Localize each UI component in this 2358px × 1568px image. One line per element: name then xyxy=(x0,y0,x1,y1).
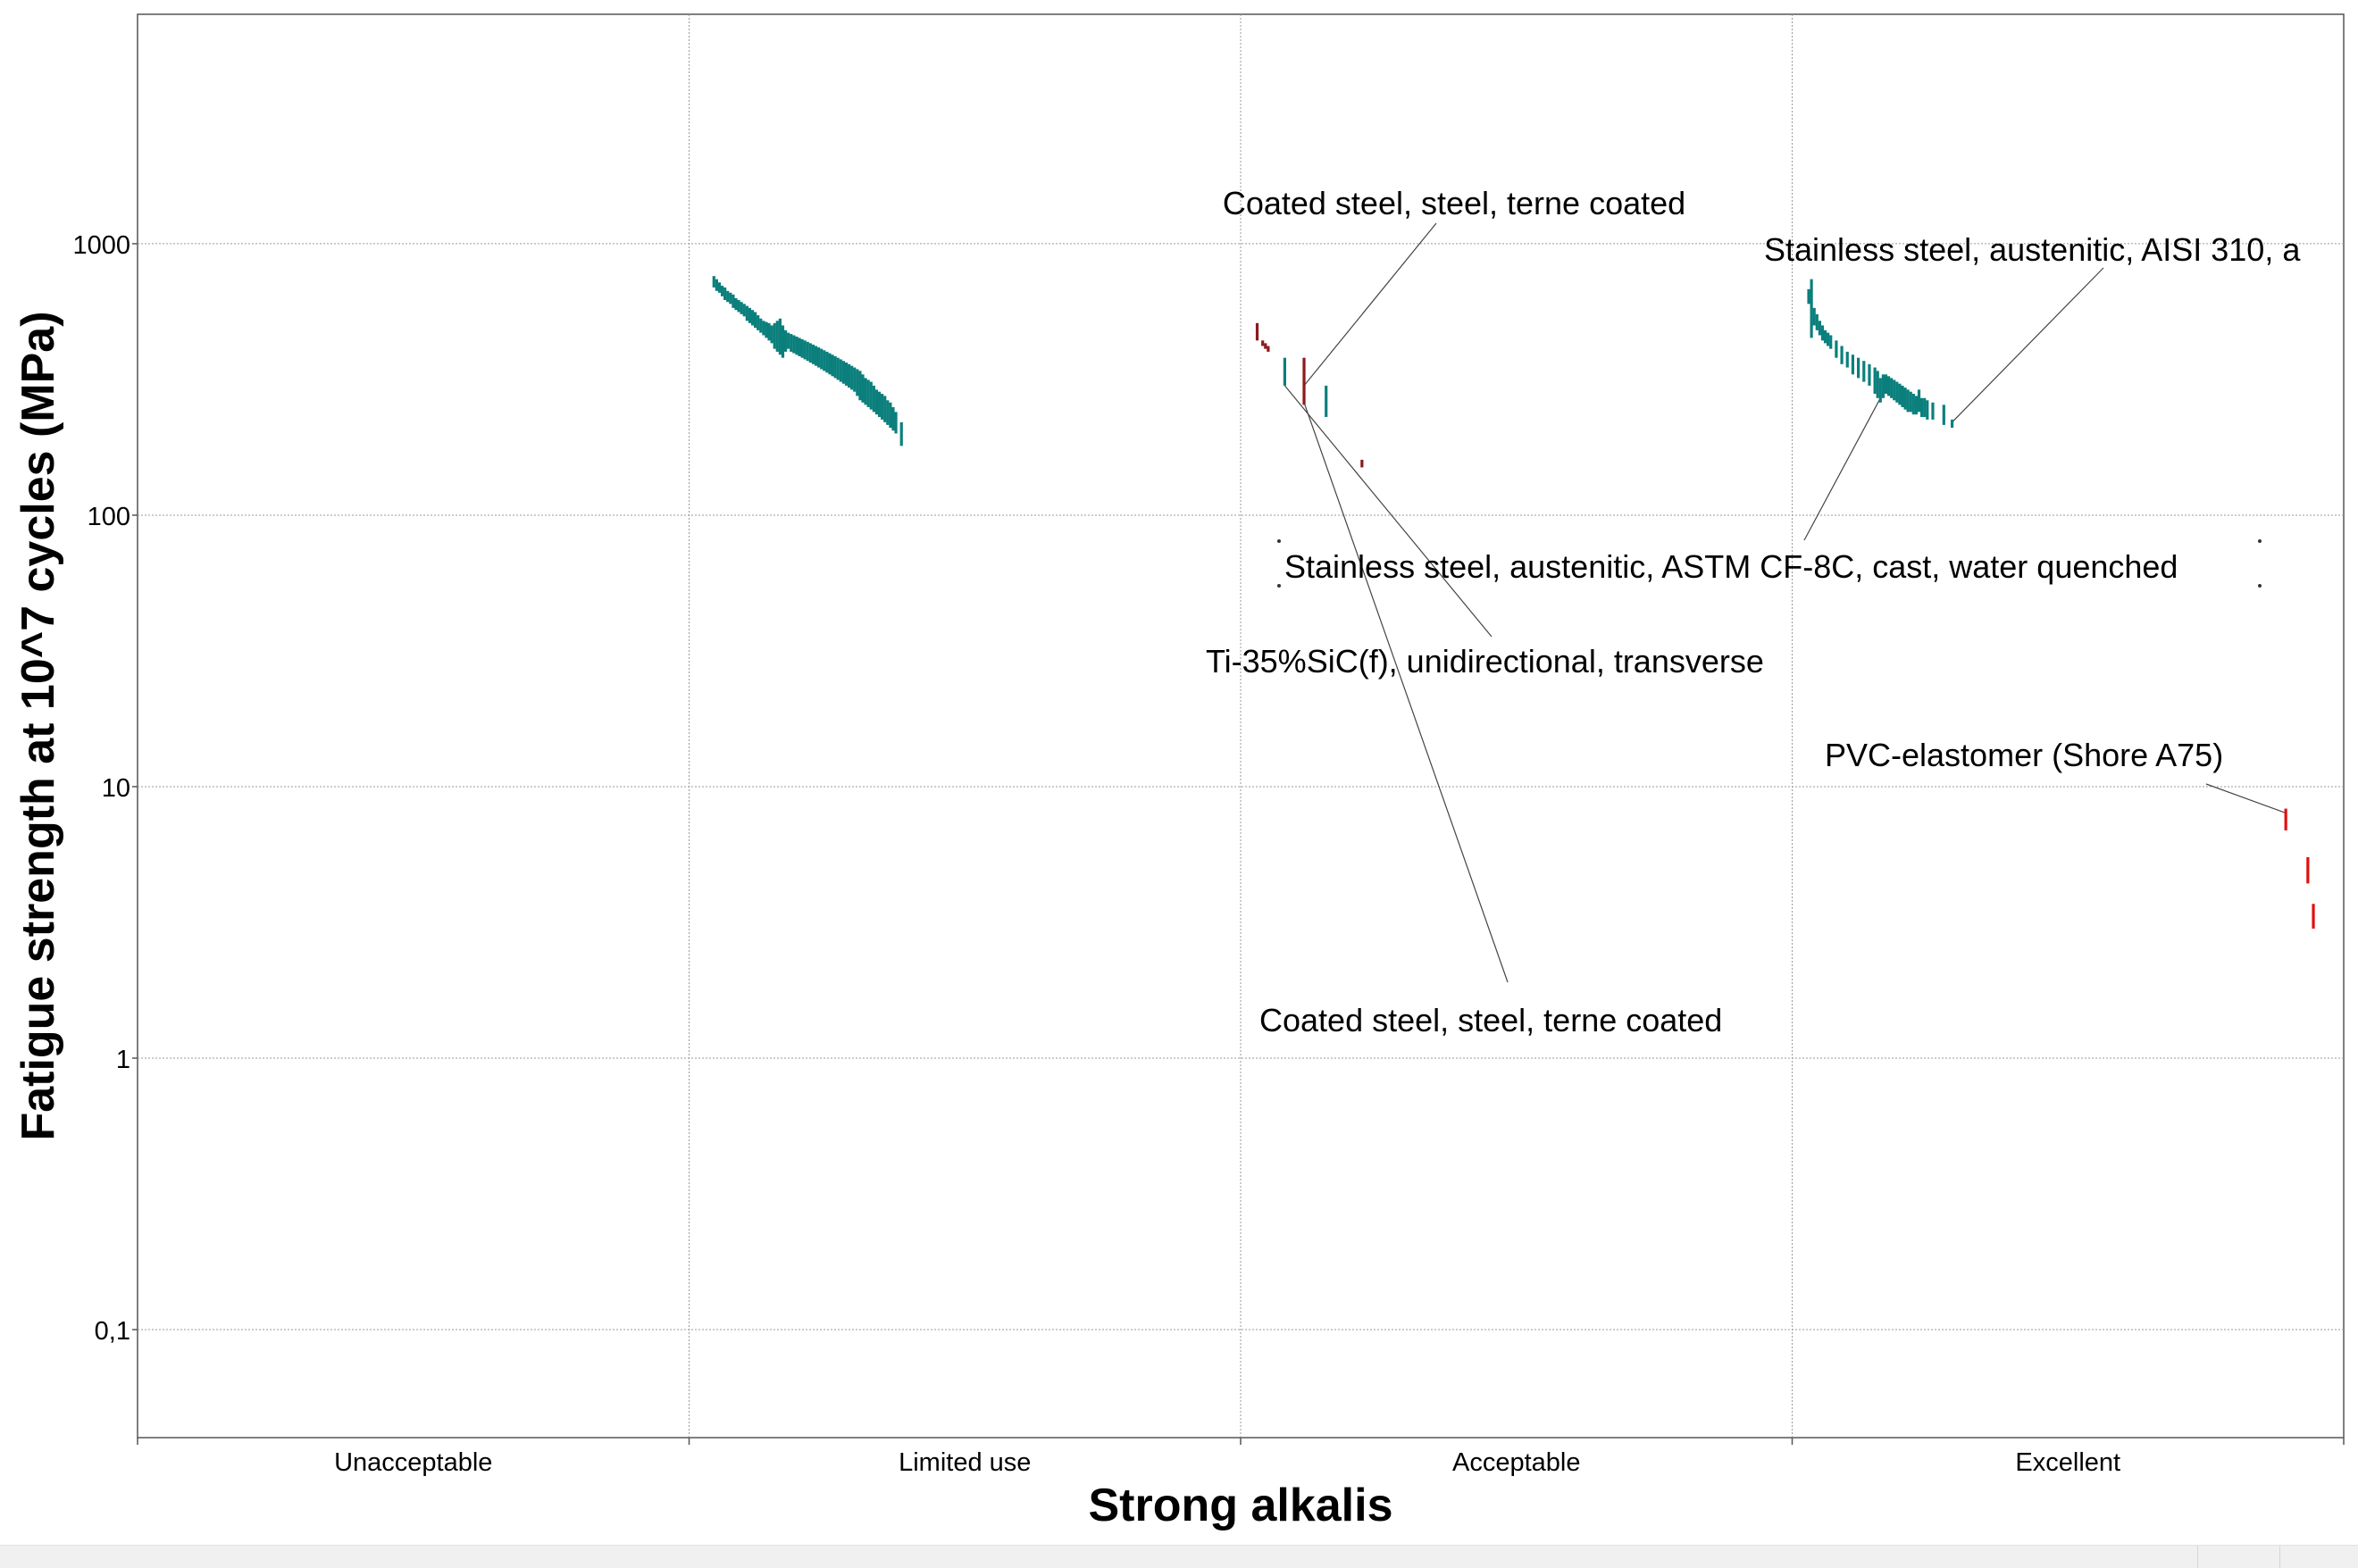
annotation-label: PVC-elastomer (Shore A75) xyxy=(1825,737,2223,773)
annotation-leader xyxy=(1303,222,1437,387)
y-tick-label: 100 xyxy=(88,503,130,531)
annotation-label: Stainless steel, austenitic, AISI 310, a xyxy=(1764,231,2301,268)
x-tick-label: Unacceptable xyxy=(334,1448,492,1477)
annotation-leader xyxy=(1284,385,1493,638)
annotation-box-corner xyxy=(2258,584,2262,588)
annotation-box-corner xyxy=(2258,539,2262,543)
annotation-leaders xyxy=(1284,222,2287,983)
annotation-label: Coated steel, steel, terne coated xyxy=(1259,1002,1722,1038)
y-tick-label: 1000 xyxy=(72,231,130,260)
y-tick-label: 10 xyxy=(102,774,130,803)
grid xyxy=(138,14,2344,1438)
data-marks xyxy=(712,276,2315,929)
x-axis-title: Strong alkalis xyxy=(1089,1480,1393,1531)
annotation-leader xyxy=(2205,783,2287,813)
annotation-label: Ti-35%SiC(f), unidirectional, transverse xyxy=(1206,643,1764,680)
y-axis-title: Fatigue strength at 10^7 cycles (MPa) xyxy=(13,311,64,1140)
x-tick-label: Excellent xyxy=(2015,1448,2120,1477)
annotation-label: Stainless steel, austenitic, ASTM CF-8C,… xyxy=(1284,548,2178,585)
annotation-label: Coated steel, steel, terne coated xyxy=(1223,185,1685,221)
annotation-box-corner xyxy=(1277,584,1281,588)
status-bar-divider xyxy=(2279,1546,2280,1568)
annotation-box-corner xyxy=(1277,539,1281,543)
annotation-leader xyxy=(1303,402,1509,983)
y-tick-label: 0,1 xyxy=(95,1317,130,1346)
x-tick-label: Limited use xyxy=(899,1448,1031,1477)
axis-ticks: 0,1 1 10 100 1000 Unacceptable Limited use Acce… xyxy=(72,231,2345,1477)
status-bar-divider xyxy=(2197,1546,2198,1568)
annotation-labels: Coated steel, steel, terne coated Stainle… xyxy=(1206,185,2301,1038)
status-bar xyxy=(0,1545,2358,1568)
y-tick-label: 1 xyxy=(116,1046,130,1074)
x-tick-label: Acceptable xyxy=(1452,1448,1581,1477)
annotation-leader xyxy=(1803,397,1881,541)
annotation-leader xyxy=(1952,267,2104,423)
